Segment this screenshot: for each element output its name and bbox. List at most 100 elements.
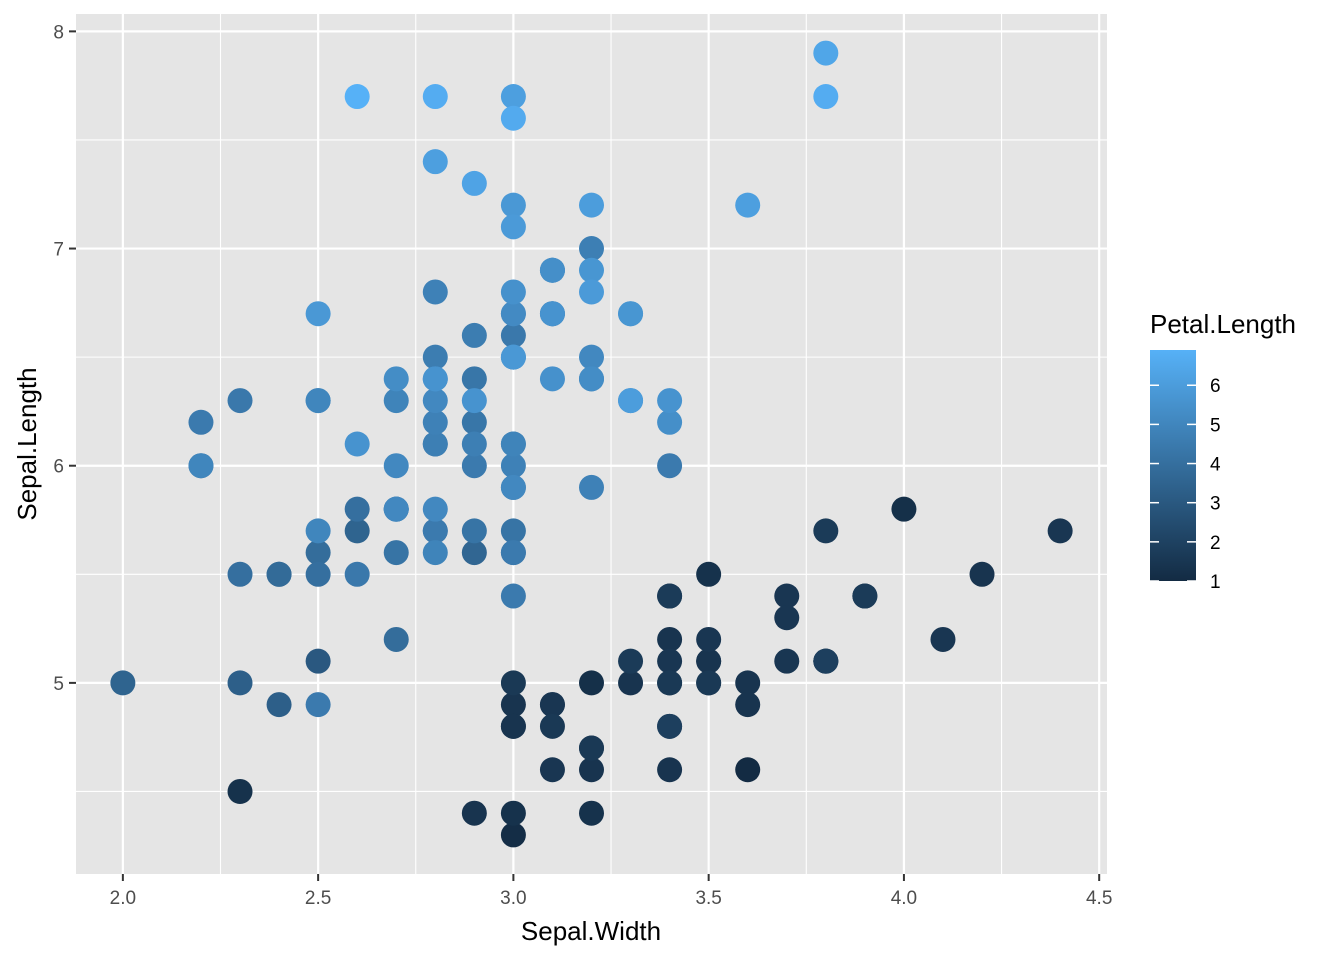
- data-point: [657, 648, 683, 674]
- data-point: [696, 626, 722, 652]
- data-point: [227, 388, 253, 414]
- data-point: [305, 388, 331, 414]
- data-point: [696, 670, 722, 696]
- data-point: [461, 431, 487, 457]
- data-point: [500, 583, 526, 609]
- data-point: [500, 192, 526, 218]
- x-tick-label: 4.0: [891, 888, 917, 909]
- colorbar-tick-label: 3: [1210, 494, 1221, 515]
- y-tick-label: 8: [53, 22, 64, 43]
- data-point: [657, 626, 683, 652]
- plot-panel: [76, 14, 1107, 874]
- data-point: [500, 279, 526, 305]
- data-point: [461, 322, 487, 348]
- data-point: [383, 388, 409, 414]
- data-point: [696, 648, 722, 674]
- data-point: [735, 692, 761, 718]
- data-point: [383, 540, 409, 566]
- data-point: [539, 692, 565, 718]
- color-legend: Petal.Length 1 2 3 4 5 6: [1150, 309, 1296, 593]
- data-point: [852, 583, 878, 609]
- data-point: [618, 301, 644, 327]
- data-point: [422, 409, 448, 435]
- data-point: [422, 84, 448, 110]
- data-point: [735, 757, 761, 783]
- data-point: [500, 713, 526, 739]
- data-point: [657, 388, 683, 414]
- data-point: [422, 540, 448, 566]
- data-point: [1047, 518, 1073, 544]
- data-point: [383, 366, 409, 392]
- data-point: [579, 192, 604, 218]
- y-tick-label: 6: [53, 457, 64, 478]
- data-point: [774, 583, 800, 609]
- data-point: [461, 453, 487, 479]
- data-point: [500, 540, 526, 566]
- data-point: [461, 170, 487, 196]
- data-point: [696, 561, 722, 587]
- x-tick-label: 2.5: [305, 888, 331, 909]
- data-point: [461, 800, 487, 826]
- data-point: [500, 822, 526, 848]
- data-point: [500, 453, 526, 479]
- colorbar-tick-label: 1: [1210, 572, 1221, 593]
- data-point: [657, 409, 683, 435]
- data-point: [657, 713, 683, 739]
- data-point: [461, 366, 487, 392]
- legend-title: Petal.Length: [1150, 309, 1296, 339]
- y-tick-label: 7: [53, 240, 64, 261]
- data-point: [500, 301, 526, 327]
- data-point: [618, 648, 644, 674]
- x-tick-label: 2.0: [110, 888, 136, 909]
- data-point: [813, 40, 839, 66]
- data-point: [618, 670, 644, 696]
- data-point: [579, 236, 604, 262]
- data-point: [461, 540, 487, 566]
- data-point: [539, 366, 565, 392]
- data-point: [657, 583, 683, 609]
- data-point: [813, 84, 839, 110]
- data-point: [305, 518, 331, 544]
- data-point: [422, 149, 448, 175]
- data-point: [735, 192, 761, 218]
- data-point: [227, 670, 253, 696]
- data-point: [305, 648, 331, 674]
- data-point: [579, 474, 604, 500]
- data-point: [500, 322, 526, 348]
- x-axis-ticks: 2.0 2.5 3.0 3.5 4.0 4.5: [110, 874, 1112, 909]
- data-point: [344, 518, 370, 544]
- data-point: [461, 409, 487, 435]
- colorbar-tick-label: 5: [1210, 415, 1221, 436]
- data-point: [344, 84, 370, 110]
- colorbar-tick-label: 6: [1210, 376, 1221, 397]
- data-point: [579, 670, 604, 696]
- data-point: [539, 757, 565, 783]
- data-point: [579, 757, 604, 783]
- data-point: [500, 800, 526, 826]
- data-point: [422, 344, 448, 370]
- data-point: [500, 431, 526, 457]
- data-point: [383, 453, 409, 479]
- x-tick-label: 4.5: [1086, 888, 1112, 909]
- data-point: [422, 518, 448, 544]
- data-point: [500, 692, 526, 718]
- x-tick-label: 3.5: [695, 888, 721, 909]
- data-point: [422, 496, 448, 522]
- data-point: [930, 626, 956, 652]
- x-axis-title: Sepal.Width: [521, 916, 661, 946]
- data-point: [383, 626, 409, 652]
- data-point: [579, 279, 604, 305]
- y-axis-title: Sepal.Length: [12, 367, 42, 520]
- data-point: [422, 366, 448, 392]
- data-point: [227, 561, 253, 587]
- colorbar-tick-label: 4: [1210, 455, 1221, 476]
- data-point: [461, 518, 487, 544]
- data-point: [657, 670, 683, 696]
- data-point: [344, 561, 370, 587]
- data-point: [305, 301, 331, 327]
- data-point: [305, 692, 331, 718]
- data-point: [305, 540, 331, 566]
- y-tick-label: 5: [53, 674, 64, 695]
- x-tick-label: 3.0: [500, 888, 526, 909]
